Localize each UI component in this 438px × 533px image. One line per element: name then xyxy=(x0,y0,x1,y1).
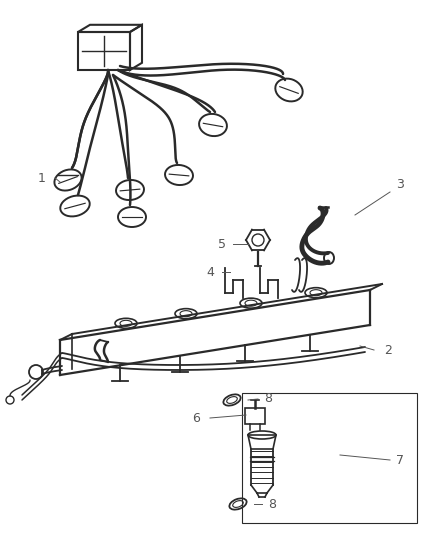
Text: 6: 6 xyxy=(191,411,199,424)
Text: 8: 8 xyxy=(263,392,272,405)
Text: 3: 3 xyxy=(395,179,403,191)
Text: 2: 2 xyxy=(383,343,391,357)
Text: 8: 8 xyxy=(267,497,276,511)
Text: 7: 7 xyxy=(395,454,403,466)
Text: 1: 1 xyxy=(38,172,46,184)
Text: 4: 4 xyxy=(205,265,213,279)
Text: 5: 5 xyxy=(218,238,226,251)
